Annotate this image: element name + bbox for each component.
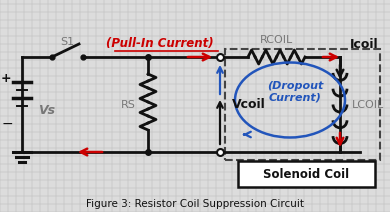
- Text: (Dropout
Current): (Dropout Current): [267, 81, 323, 103]
- Text: Figure 3: Resistor Coil Suppression Circuit: Figure 3: Resistor Coil Suppression Circ…: [86, 199, 304, 209]
- Text: Vcoil: Vcoil: [232, 99, 266, 112]
- Text: (Pull-In Current): (Pull-In Current): [106, 36, 214, 49]
- Text: RCOIL: RCOIL: [260, 35, 293, 45]
- Text: −: −: [1, 117, 13, 131]
- Text: S1: S1: [60, 37, 74, 47]
- Text: LCOIL: LCOIL: [352, 100, 384, 110]
- Bar: [225, 49, 380, 160]
- Bar: [238, 161, 375, 187]
- Text: Vs: Vs: [38, 103, 55, 117]
- Text: Solenoid Coil: Solenoid Coil: [263, 167, 349, 180]
- Text: +: +: [1, 73, 11, 85]
- Text: RS: RS: [121, 100, 135, 110]
- Text: Icoil: Icoil: [350, 39, 379, 52]
